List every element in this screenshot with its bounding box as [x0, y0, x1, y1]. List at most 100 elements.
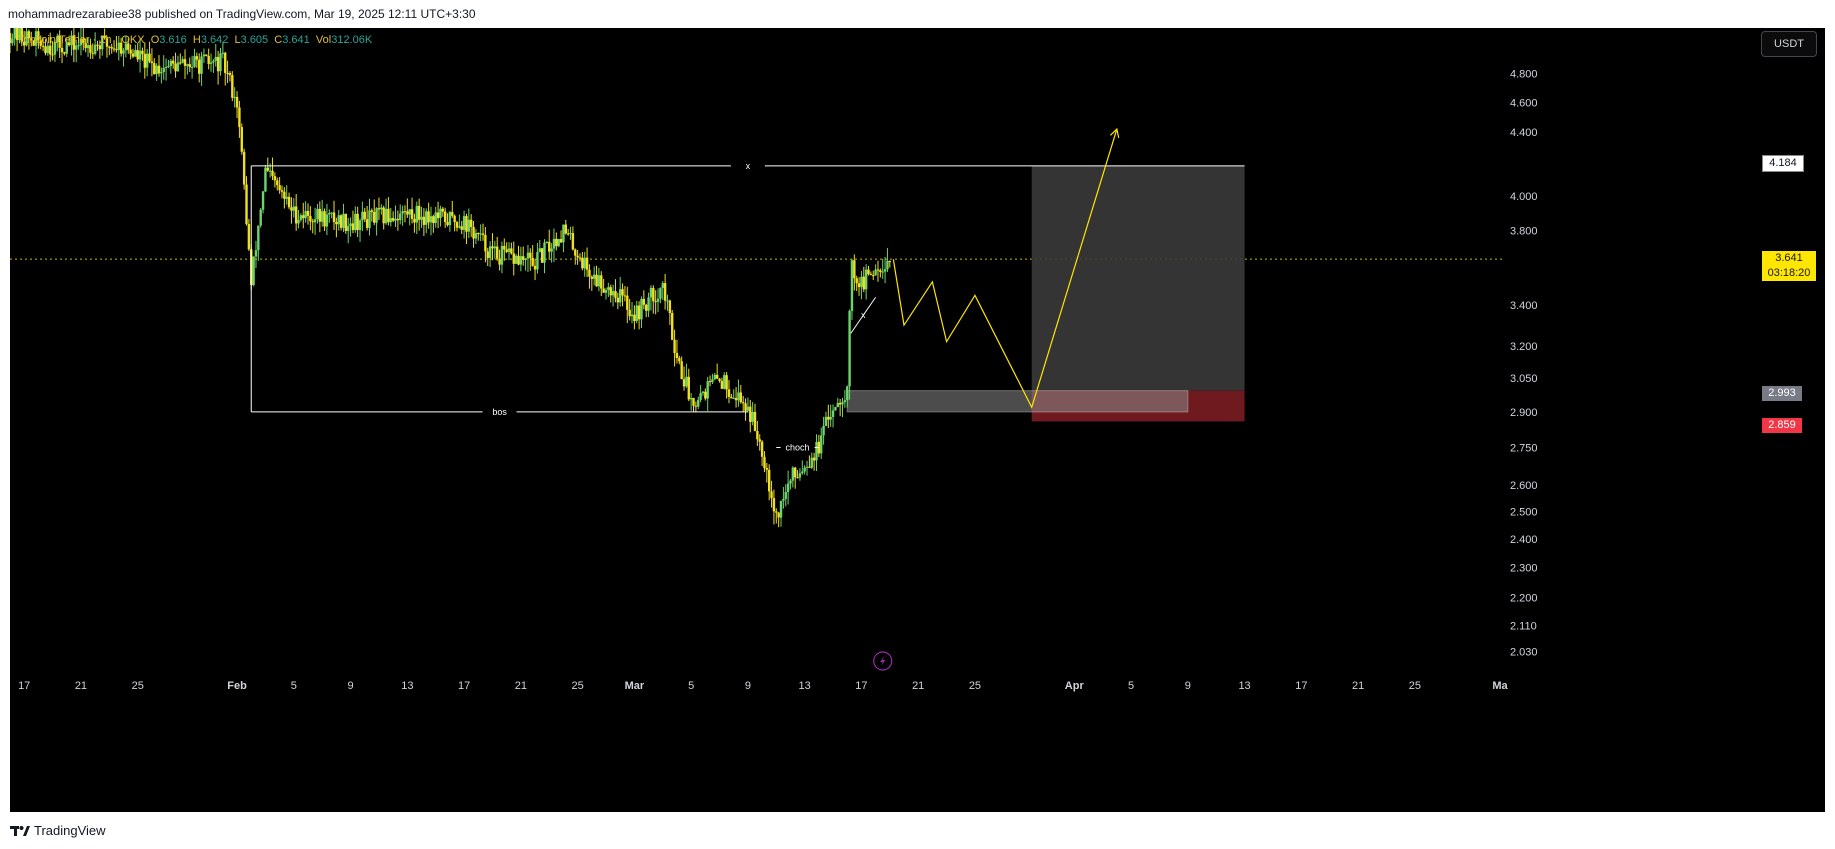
candle-body [200, 56, 203, 74]
candle-body [685, 376, 688, 387]
candle-body [864, 269, 868, 290]
candle-body [682, 379, 686, 387]
candle-body [110, 47, 113, 49]
candle-body [770, 491, 773, 499]
candle-body [562, 224, 565, 243]
candle-body [548, 241, 551, 252]
candle-body [365, 219, 369, 228]
candle-body [784, 491, 787, 499]
candle-body [297, 219, 300, 224]
x-tick-label: 9 [745, 680, 751, 692]
candle-body [207, 55, 210, 64]
candle-body [337, 215, 340, 225]
candle-body [453, 215, 456, 223]
candle-body [141, 50, 144, 54]
candle-body [727, 389, 731, 397]
candle-body [304, 210, 307, 219]
candle-body [609, 287, 612, 296]
price-chart[interactable]: x bos choch x 4.800 4.600 4.400 4.000 3.800 3.400… [10, 28, 1825, 812]
y-tick-label: 2.300 [1510, 562, 1538, 574]
candle-body [791, 467, 795, 481]
candle-body [867, 269, 870, 275]
candle-body [798, 473, 802, 478]
candle-body [290, 207, 293, 211]
candle-body [879, 270, 882, 273]
candle-body [134, 50, 137, 57]
candle-body [507, 248, 511, 252]
candle-body [228, 72, 232, 76]
chart-area[interactable]: x bos choch x 4.800 4.600 4.400 4.000 3.800 3.400… [10, 28, 1825, 812]
candle-body [276, 180, 279, 186]
candle-body [789, 480, 792, 484]
candle-body [704, 391, 707, 399]
candle-body [224, 52, 227, 73]
candle-body [817, 441, 821, 454]
candle-body [723, 375, 726, 389]
candle-body [271, 170, 274, 177]
candle-body [803, 467, 806, 472]
candle-body [673, 339, 676, 353]
candle-body [557, 239, 560, 247]
candle-body [259, 209, 262, 226]
bar-countdown: 03:18:20 [1767, 267, 1811, 279]
candle-body [550, 248, 553, 252]
candle-body [242, 151, 246, 185]
candle-body [479, 233, 482, 235]
candle-body [403, 211, 407, 213]
x-tick-label: 5 [1128, 680, 1134, 692]
candle-body [571, 233, 575, 250]
x-tick-label: 13 [799, 680, 811, 692]
candle-body [467, 219, 471, 232]
candle-body [469, 219, 473, 227]
candle-body [763, 456, 766, 469]
x-tick-label: 21 [75, 680, 87, 692]
target-zone [1031, 165, 1245, 391]
x-tick-label: Apr [1065, 680, 1085, 692]
stop-price-tag: 2.859 [1762, 418, 1802, 433]
candle-body [389, 218, 392, 223]
candle-body [448, 212, 452, 226]
candle-body [559, 239, 563, 243]
candle-body [730, 396, 733, 399]
candle-body [325, 214, 329, 227]
candle-body [318, 208, 322, 222]
candle-body [697, 399, 700, 407]
candle-body [829, 416, 832, 420]
candle-body [860, 276, 863, 288]
candle-body [413, 218, 416, 223]
y-tick-label: 2.500 [1510, 506, 1538, 518]
entry-price-tag: 2.993 [1762, 386, 1802, 401]
candle-body [316, 208, 319, 220]
candle-body [266, 167, 269, 171]
candle-body [13, 28, 16, 39]
candle-body [335, 222, 338, 225]
candle-body [834, 407, 837, 411]
candle-body [746, 406, 750, 411]
candle-body [545, 241, 549, 243]
candle-body [58, 36, 61, 48]
candle-body [630, 314, 634, 317]
candle-body [519, 256, 523, 265]
candle-body [671, 312, 674, 340]
candle-body [15, 28, 19, 41]
candle-body [815, 441, 818, 461]
candle-body [822, 425, 825, 436]
currency-button[interactable]: USDT [1761, 31, 1817, 57]
y-tick-label: 3.400 [1510, 300, 1538, 312]
candle-body [451, 212, 454, 216]
candle-body [581, 257, 584, 269]
candle-body [656, 298, 660, 302]
candle-body [240, 127, 243, 152]
x-tick-label: 25 [571, 680, 583, 692]
candle-body [399, 213, 402, 221]
candle-body [765, 468, 769, 470]
candle-body [171, 60, 175, 64]
candle-body [477, 233, 480, 235]
candle-body [205, 54, 208, 56]
candle-body [654, 301, 657, 303]
candle-body [368, 210, 371, 228]
x-tick-label: 5 [688, 680, 694, 692]
candle-body [373, 211, 376, 223]
candle-body [101, 35, 104, 50]
candle-body [401, 211, 404, 214]
